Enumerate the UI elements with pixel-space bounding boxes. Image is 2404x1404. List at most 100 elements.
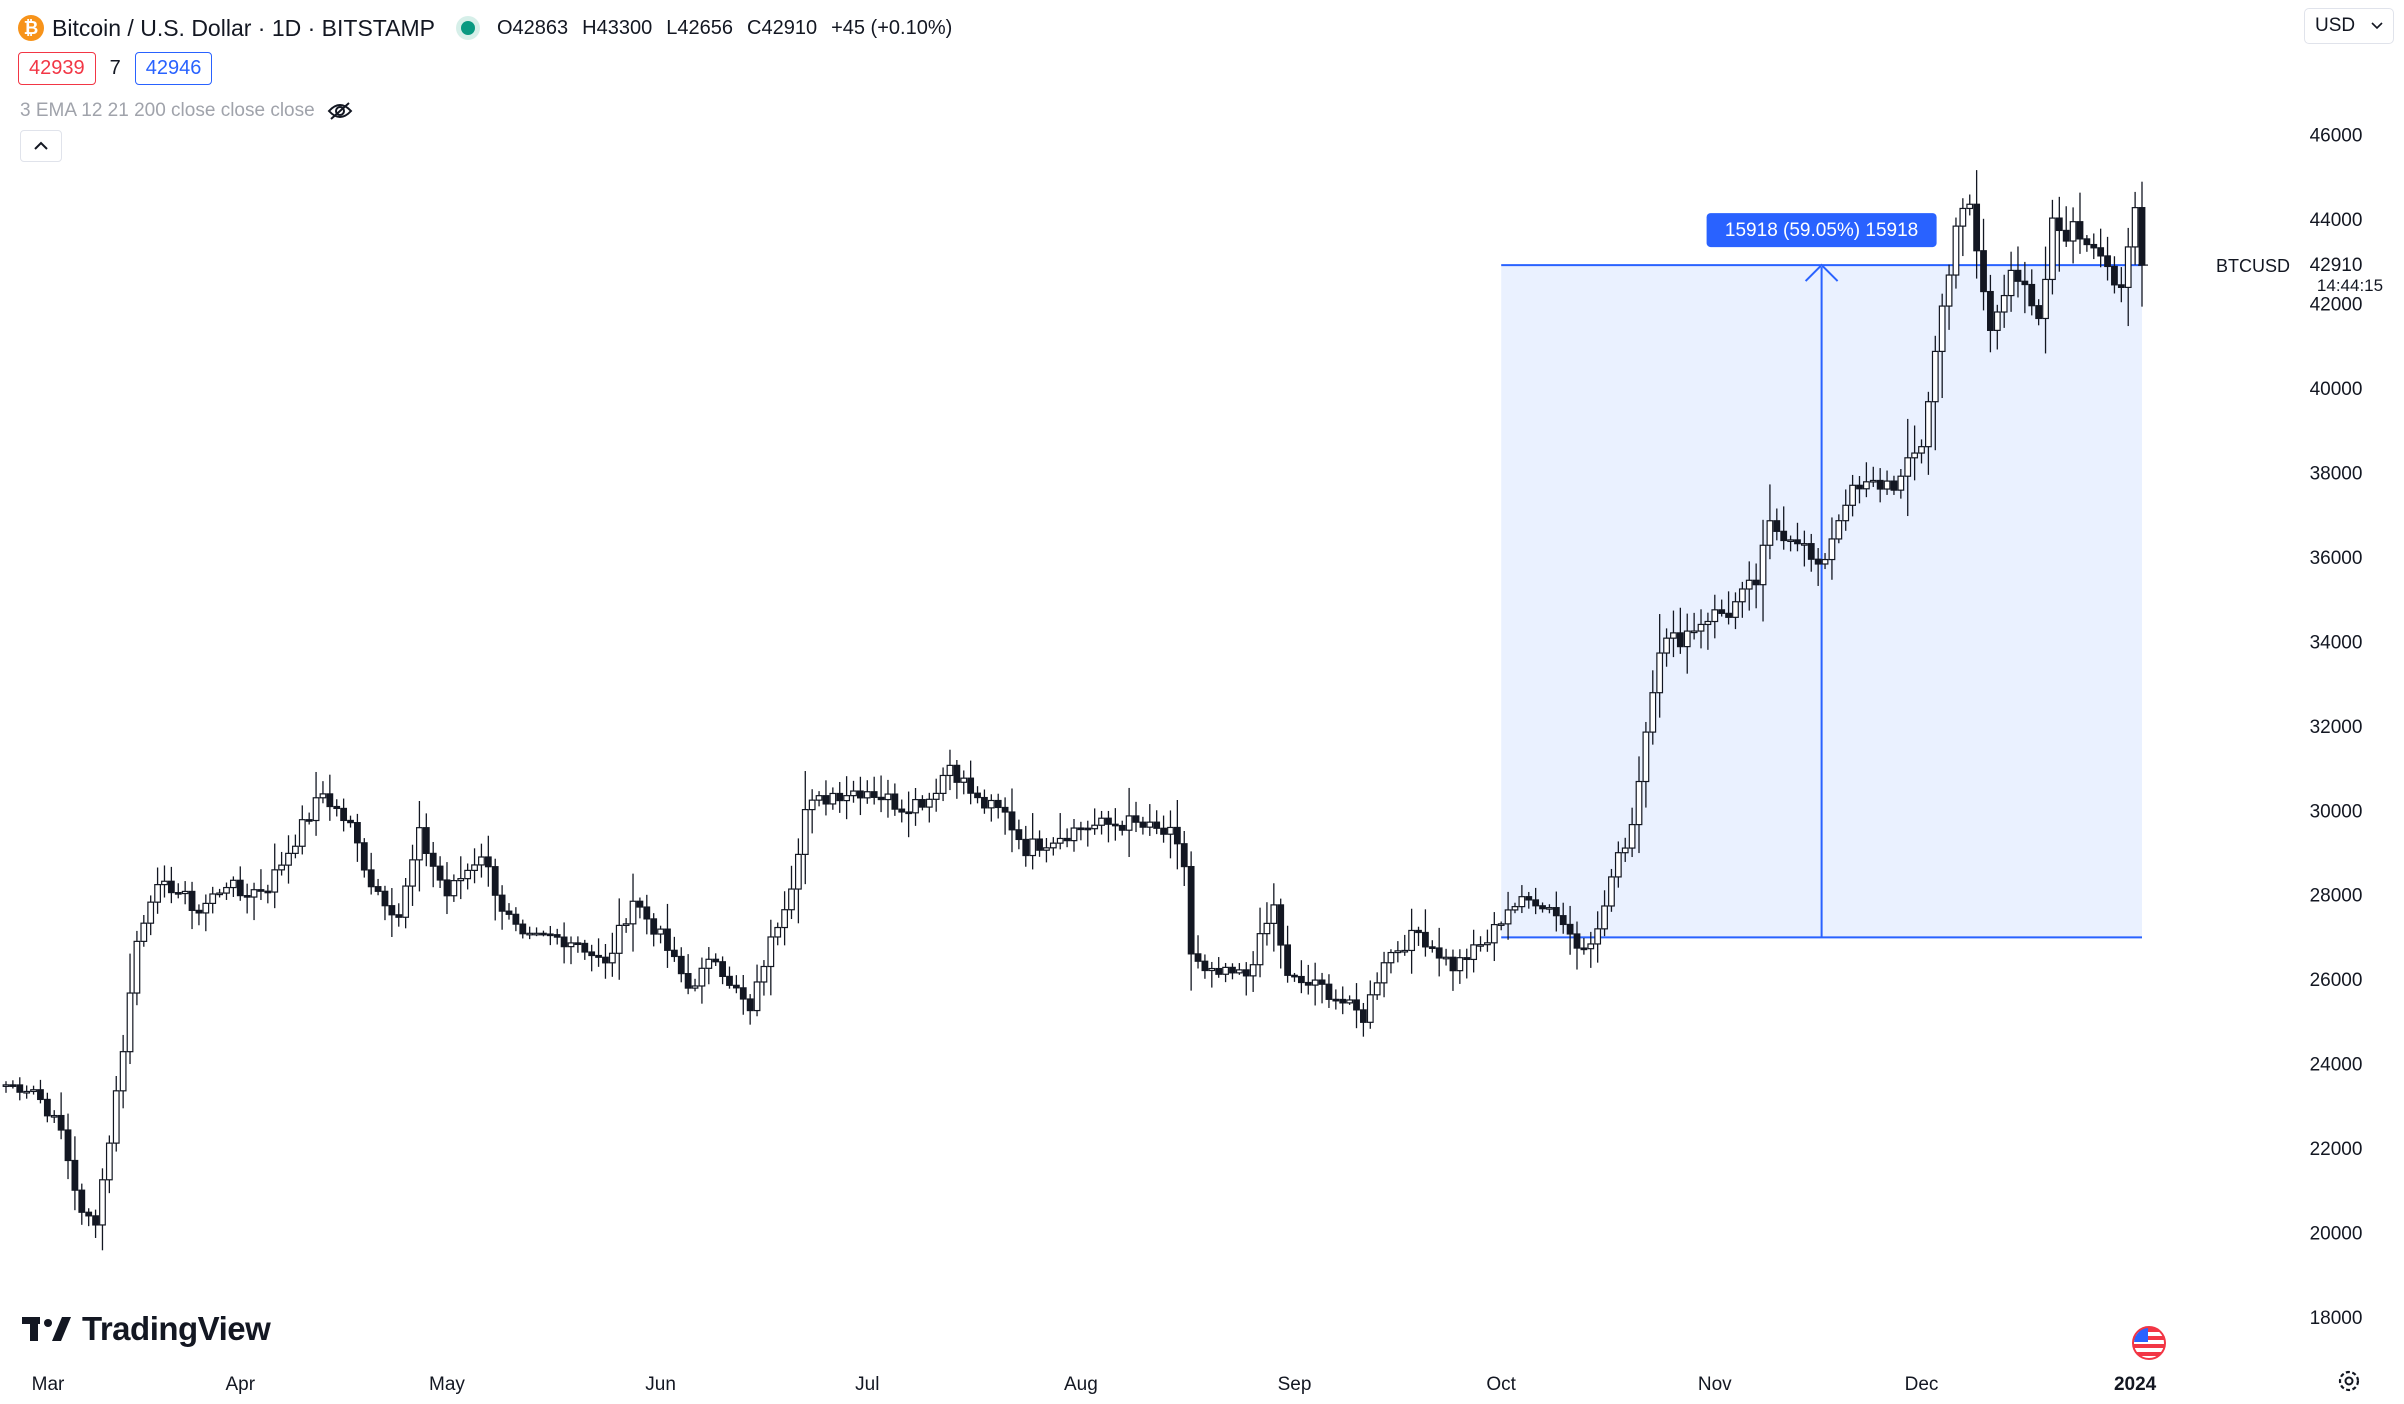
x-tick-label: Jul <box>855 1374 879 1395</box>
candle <box>1987 274 1994 353</box>
candle <box>2090 233 2098 260</box>
candle <box>546 925 554 946</box>
bitcoin-icon: ₿ <box>18 15 44 41</box>
candle <box>884 779 892 818</box>
candle <box>1587 931 1595 968</box>
candle <box>574 936 582 953</box>
candle <box>1904 418 1912 517</box>
candle <box>1070 819 1078 852</box>
candle <box>1325 974 1333 1008</box>
candle <box>1849 474 1857 517</box>
candle <box>1173 799 1181 870</box>
candle <box>1022 825 1030 867</box>
candle <box>243 883 251 914</box>
y-tick-label: 34000 <box>2310 632 2363 653</box>
x-tick-label: Mar <box>32 1374 65 1395</box>
candle <box>1794 522 1801 552</box>
candle <box>1973 170 1981 279</box>
indicator-legend[interactable]: 3 EMA 12 21 200 close close close <box>20 100 353 122</box>
candle <box>788 865 795 920</box>
candle <box>2111 256 2118 294</box>
candle <box>1111 808 1119 841</box>
candle <box>519 919 527 939</box>
candle <box>1725 591 1732 625</box>
candle <box>2042 246 2049 354</box>
candle <box>1676 607 1684 654</box>
candle <box>1373 972 1381 1000</box>
candle <box>367 852 375 895</box>
candle <box>939 767 947 802</box>
candle <box>553 928 561 945</box>
candle <box>1608 868 1615 912</box>
candle <box>1918 439 1925 464</box>
candle <box>250 882 258 921</box>
candle <box>719 956 726 985</box>
candle <box>236 866 244 901</box>
candle <box>1718 599 1726 617</box>
candle <box>946 749 954 791</box>
candle <box>2117 267 2125 303</box>
low-label: L <box>666 16 678 39</box>
candle-countdown: 14:44:15 <box>2317 276 2383 295</box>
buy-button[interactable]: 42946 <box>134 52 213 85</box>
candle <box>498 885 506 930</box>
candle <box>119 1034 127 1109</box>
candle <box>829 787 837 810</box>
candle <box>216 888 224 898</box>
collapse-legend-button[interactable] <box>20 130 62 162</box>
candle <box>1208 961 1216 988</box>
candle <box>629 873 637 952</box>
candle <box>1318 972 1326 1004</box>
candle <box>388 888 396 937</box>
us-flag-icon[interactable] <box>2132 1326 2166 1360</box>
candle <box>354 813 361 862</box>
candle <box>1828 517 1836 580</box>
y-tick-label: 40000 <box>2310 379 2363 400</box>
candle <box>491 858 499 921</box>
candle <box>319 781 327 804</box>
candle <box>1187 851 1195 991</box>
close-label: C <box>747 16 762 39</box>
symbol-title[interactable]: Bitcoin / U.S. Dollar · 1D · BITSTAMP <box>52 14 435 41</box>
candle <box>1842 489 1850 531</box>
candle <box>622 918 630 933</box>
candle <box>912 787 919 826</box>
currency-selector[interactable]: USD <box>2304 8 2394 44</box>
market-open-indicator[interactable] <box>460 21 475 35</box>
candle <box>1642 721 1650 808</box>
candle <box>602 943 609 979</box>
gear-icon[interactable] <box>2336 1368 2362 1401</box>
candle <box>1229 963 1236 980</box>
candle <box>2007 251 2015 312</box>
sell-button[interactable]: 42939 <box>18 52 96 85</box>
candle <box>850 780 857 803</box>
x-tick-label: Oct <box>1486 1374 1516 1395</box>
candle <box>595 938 602 967</box>
candle <box>1256 907 1264 978</box>
candle <box>2076 192 2084 254</box>
candle <box>1628 807 1636 858</box>
candle <box>1077 821 1085 841</box>
candle <box>1297 960 1305 994</box>
candle <box>450 874 458 902</box>
tradingview-logo[interactable]: TradingView <box>22 1310 271 1348</box>
candle <box>1277 898 1285 969</box>
y-tick-label: 18000 <box>2310 1308 2363 1329</box>
candle <box>464 863 472 890</box>
eye-off-icon[interactable] <box>327 101 353 121</box>
candle <box>994 793 1002 819</box>
candle <box>1559 902 1567 934</box>
y-tick-label: 22000 <box>2310 1139 2363 1160</box>
candle <box>726 966 733 989</box>
candle <box>305 812 313 825</box>
candle <box>1704 612 1712 650</box>
candle <box>1043 838 1050 863</box>
candle <box>209 886 217 914</box>
candle <box>1663 628 1670 667</box>
x-tick-label: Nov <box>1698 1374 1732 1395</box>
candle <box>2062 206 2070 247</box>
candle <box>1353 983 1360 1029</box>
candle <box>1442 948 1450 966</box>
